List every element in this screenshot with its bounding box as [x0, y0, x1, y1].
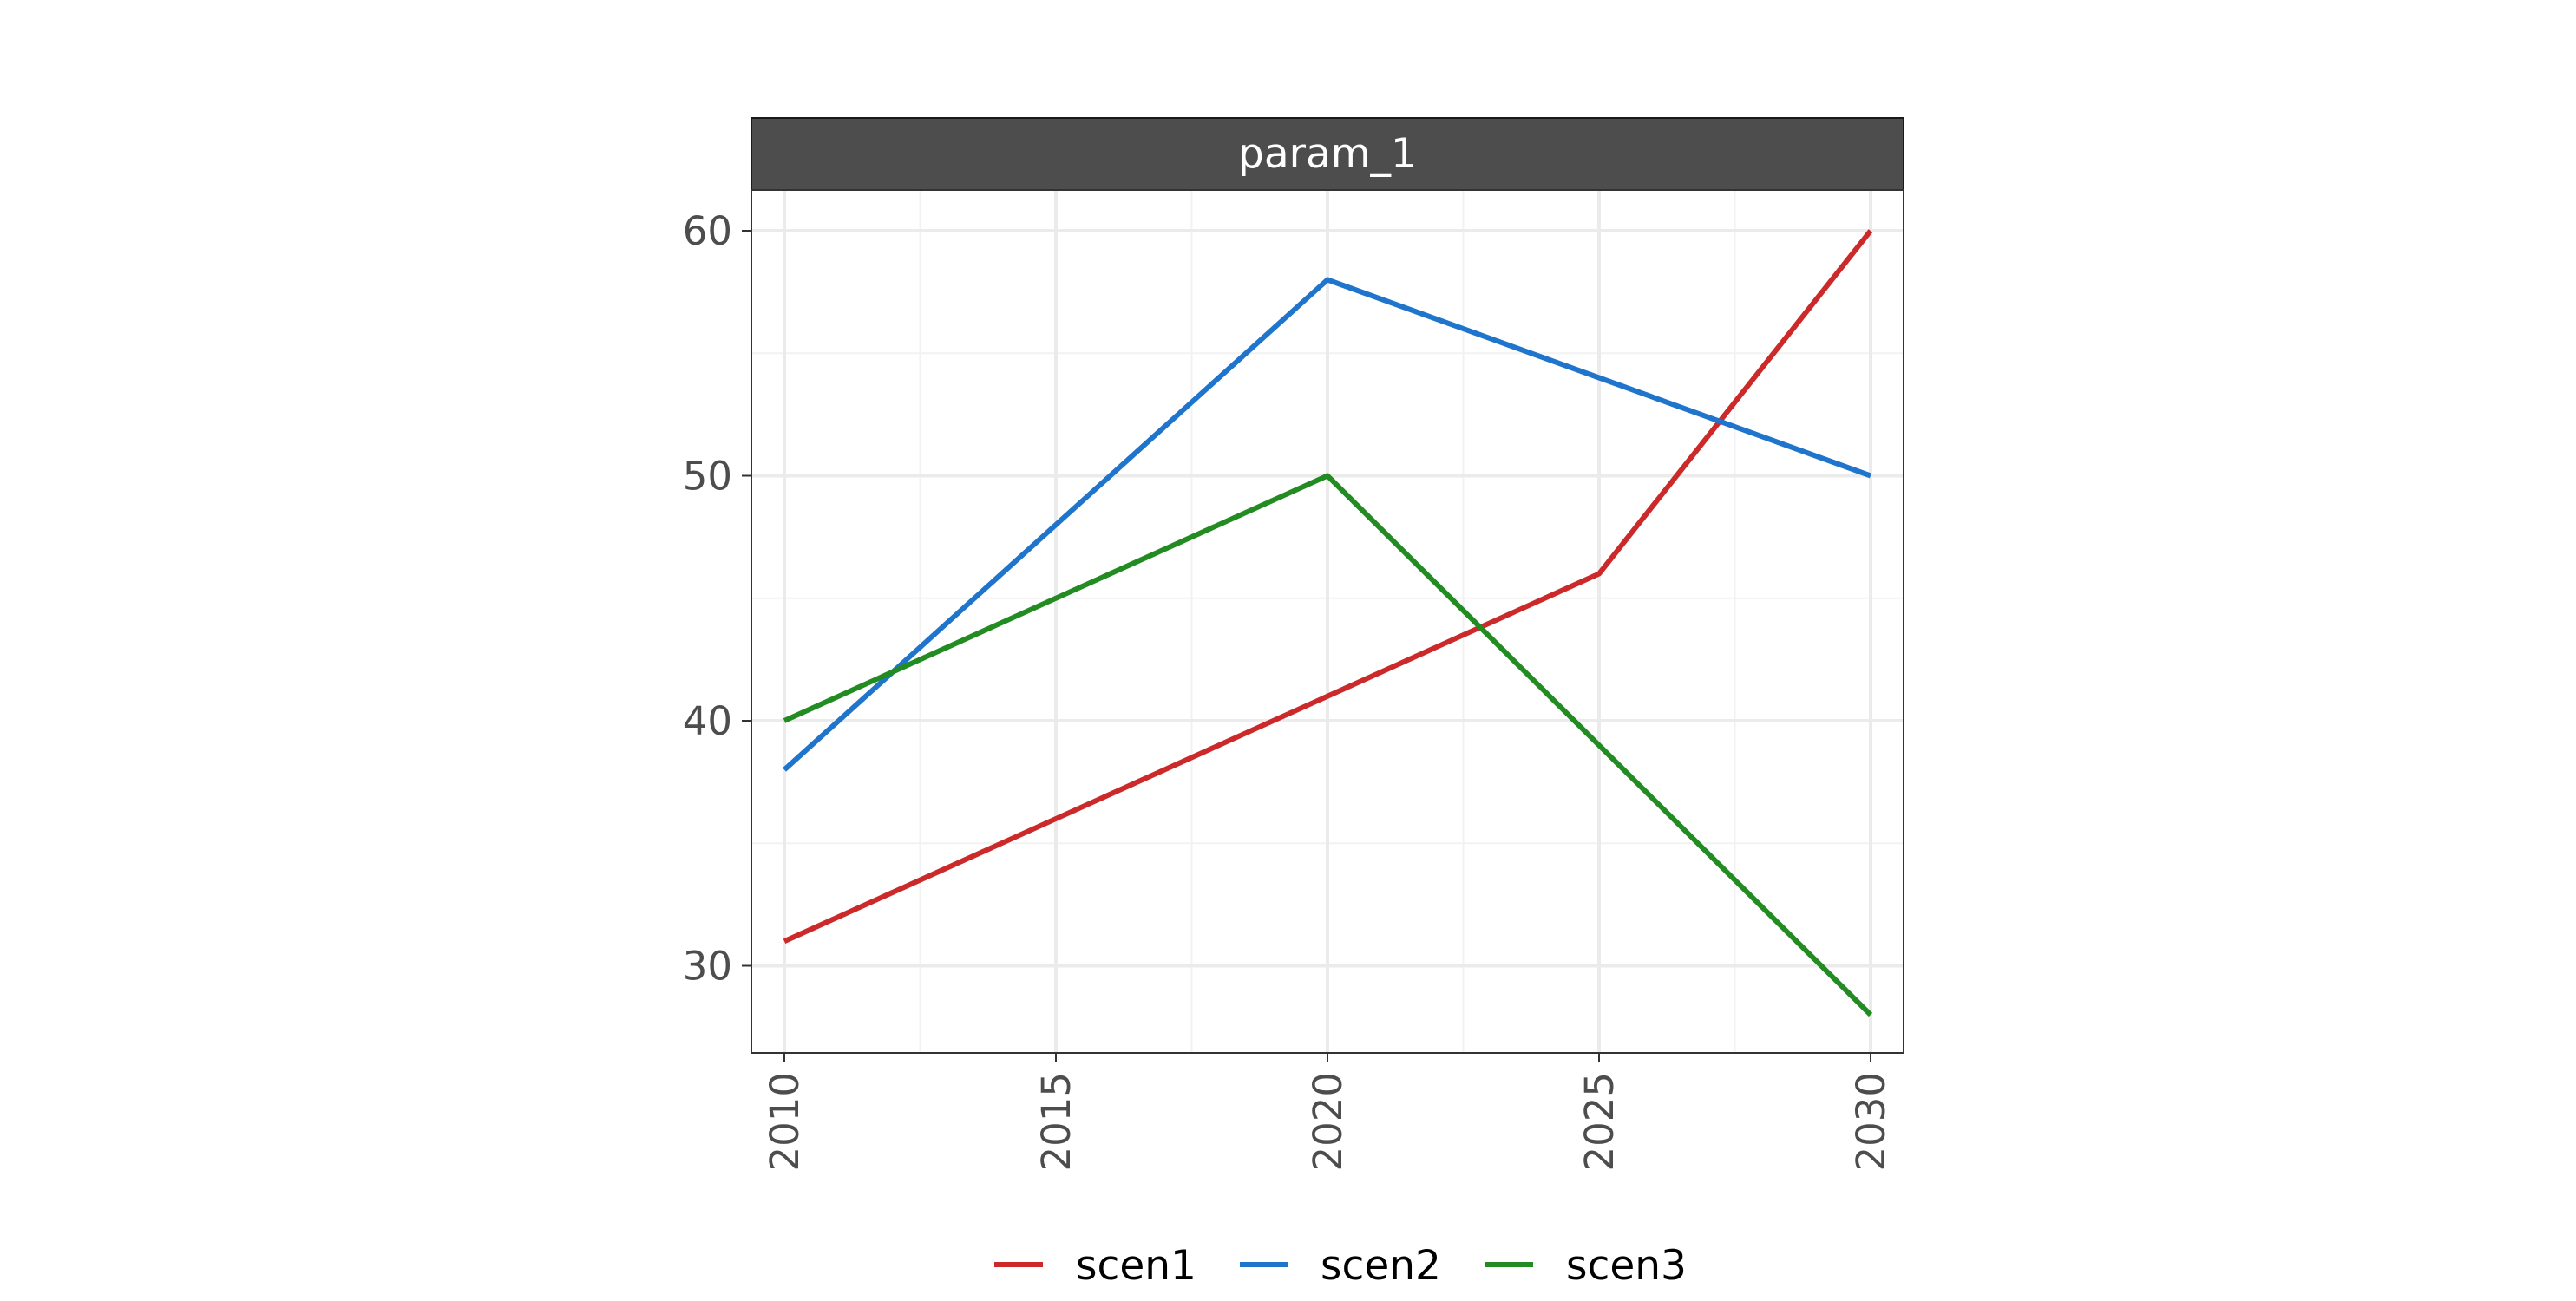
legend-label-scen1: scen1 — [1076, 1242, 1196, 1290]
x-tick-label: 2025 — [1576, 1072, 1622, 1172]
legend: scen1 scen2 scen3 — [994, 1242, 1687, 1290]
series-line-scen3 — [783, 473, 1873, 1017]
y-tick-label: 30 — [683, 944, 732, 990]
x-tick-label: 2020 — [1305, 1072, 1351, 1172]
major-gridlines — [751, 190, 1904, 1053]
facet-strip — [751, 117, 1904, 191]
y-tick-label: 40 — [683, 698, 732, 744]
x-tick-label: 2015 — [1033, 1072, 1079, 1172]
series-line-scen2 — [782, 277, 1872, 772]
facet-strip-label: param_1 — [1238, 130, 1417, 178]
x-tick-label: 2030 — [1848, 1072, 1894, 1172]
y-tick-label: 60 — [683, 208, 732, 254]
legend-label-scen3: scen3 — [1566, 1242, 1687, 1290]
legend-label-scen2: scen2 — [1321, 1242, 1441, 1290]
x-tick-label: 2010 — [762, 1072, 808, 1172]
y-axis: 30 40 50 60 — [683, 208, 751, 990]
y-tick-label: 50 — [683, 454, 732, 500]
series-line-scen1 — [783, 229, 1873, 944]
series-lines — [782, 229, 1873, 1017]
x-axis: 2010 2015 2020 2025 2030 — [762, 1053, 1894, 1172]
